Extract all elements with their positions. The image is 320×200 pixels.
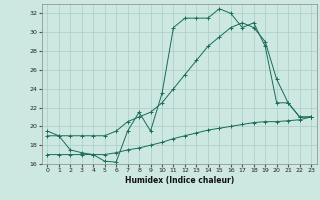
X-axis label: Humidex (Indice chaleur): Humidex (Indice chaleur)	[124, 176, 234, 185]
